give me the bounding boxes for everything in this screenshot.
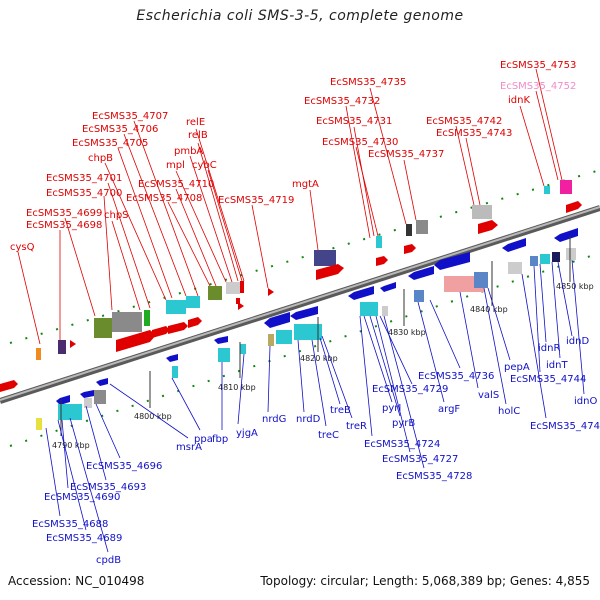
- feature-mgtA: [314, 250, 336, 266]
- label-cpdB: cpdB: [96, 555, 121, 566]
- label-EcSMS35_4699: EcSMS35_4699: [26, 208, 102, 219]
- label-EcSMS35_4689: EcSMS35_4689: [46, 533, 122, 544]
- tick-label-4: 4830 kbp: [388, 328, 426, 337]
- label-cybC: cybC: [192, 160, 217, 171]
- tick-label-1: 4800 kbp: [134, 412, 172, 421]
- label-EcSMS35_4752: EcSMS35_4752: [500, 81, 576, 92]
- label-EcSMS35_4731: EcSMS35_4731: [316, 116, 392, 127]
- reverse-features: [36, 228, 578, 430]
- tick-label-3: 4820 kbp: [300, 354, 338, 363]
- label-idnK: idnK: [508, 95, 530, 106]
- feature-4705: [166, 300, 186, 314]
- label-idnR: idnR: [538, 343, 560, 354]
- label-EcSMS35_4729: EcSMS35_4729: [372, 384, 448, 395]
- label-treC: treC: [318, 430, 339, 441]
- label-idnD: idnD: [566, 336, 589, 347]
- label-pmbA: pmbA: [174, 146, 203, 157]
- feature-chpS: [94, 318, 112, 338]
- feature-4708: [208, 286, 222, 300]
- feature-4698: [58, 340, 66, 354]
- label-EcSMS35_4735: EcSMS35_4735: [330, 77, 406, 88]
- tick-marks: [60, 236, 571, 436]
- label-chpB: chpB: [88, 153, 113, 164]
- label-EcSMS35_4742: EcSMS35_4742: [426, 116, 502, 127]
- label-msrA: msrA: [176, 442, 202, 453]
- label-mgtA: mgtA: [292, 179, 319, 190]
- feature-4700: [112, 312, 142, 332]
- label-yjgA: yjgA: [236, 428, 258, 439]
- label-EcSMS35_4719: EcSMS35_4719: [218, 195, 294, 206]
- label-fbp: fbp: [212, 434, 228, 445]
- label-EcSMS35_4708: EcSMS35_4708: [126, 193, 202, 204]
- tick-label-6: 4850 kbp: [556, 282, 594, 291]
- label-nrdD: nrdD: [296, 414, 321, 425]
- feature-nrdD: [294, 324, 322, 340]
- tick-label-2: 4810 kbp: [218, 383, 256, 392]
- reverse-labels: EcSMS35_4688 EcSMS35_4689 cpdB EcSMS35_4…: [32, 336, 600, 566]
- label-idnT: idnT: [546, 360, 568, 371]
- label-EcSMS35_4737: EcSMS35_4737: [368, 149, 444, 160]
- label-EcSMS35_4706: EcSMS35_4706: [82, 124, 158, 135]
- genome-summary: Topology: circular; Length: 5,068,389 bp…: [260, 574, 590, 588]
- feature-cysQ: [36, 348, 41, 360]
- label-EcSMS35_4730: EcSMS35_4730: [322, 137, 398, 148]
- tick-labels: 4790 kbp 4800 kbp 4810 kbp 4820 kbp 4830…: [52, 282, 594, 450]
- label-pyrB: pyrB: [392, 418, 415, 429]
- label-pyrI: pyrI: [382, 403, 401, 414]
- label-EcSMS35_4727: EcSMS35_4727: [382, 454, 458, 465]
- label-EcSMS35_4701: EcSMS35_4701: [46, 173, 122, 184]
- label-EcSMS35_4744: EcSMS35_4744: [510, 374, 586, 385]
- page-title: Escherichia coli SMS-3-5, complete genom…: [136, 8, 464, 24]
- reverse-leaders: [45, 259, 585, 553]
- label-EcSMS35_4724: EcSMS35_4724: [364, 439, 440, 450]
- label-mpl: mpl: [166, 160, 185, 171]
- label-idnO: idnO: [574, 396, 597, 407]
- label-EcSMS35_4710: EcSMS35_4710: [138, 179, 214, 190]
- label-EcSMS35_4698: EcSMS35_4698: [26, 220, 102, 231]
- feature-4690: [58, 404, 82, 420]
- label-EcSMS35_4690: EcSMS35_4690: [44, 492, 120, 503]
- guide-lines: [9, 169, 600, 447]
- label-chpS: chpS: [104, 210, 129, 221]
- label-holC: holC: [498, 406, 520, 417]
- label-EcSMS35_4696: EcSMS35_4696: [86, 461, 162, 472]
- accession-label: Accession: NC_010498: [8, 574, 145, 588]
- label-pepA: pepA: [504, 362, 530, 373]
- label-treR: treR: [346, 421, 367, 432]
- forward-features: [0, 180, 582, 392]
- label-EcSMS35_4741: EcSMS35_4741: [530, 421, 600, 432]
- backbone: [0, 205, 600, 404]
- label-EcSMS35_4688: EcSMS35_4688: [32, 519, 108, 530]
- label-EcSMS35_4700: EcSMS35_4700: [46, 188, 122, 199]
- label-ppa: ppa: [194, 434, 213, 445]
- label-argF: argF: [438, 404, 460, 415]
- label-relE: relE: [186, 117, 205, 128]
- label-nrdG: nrdG: [262, 414, 286, 425]
- label-EcSMS35_4728: EcSMS35_4728: [396, 471, 472, 482]
- forward-labels: cysQ EcSMS35_4698 EcSMS35_4699 chpS EcSM…: [10, 60, 576, 253]
- label-treB: treB: [330, 405, 351, 416]
- label-EcSMS35_4707: EcSMS35_4707: [92, 111, 168, 122]
- label-valS: valS: [478, 390, 499, 401]
- tick-label-0: 4790 kbp: [52, 441, 90, 450]
- label-cysQ: cysQ: [10, 242, 35, 253]
- label-EcSMS35_4753: EcSMS35_4753: [500, 60, 576, 71]
- label-EcSMS35_4743: EcSMS35_4743: [436, 128, 512, 139]
- tick-label-5: 4840 kbp: [470, 305, 508, 314]
- label-EcSMS35_4705: EcSMS35_4705: [72, 138, 148, 149]
- label-EcSMS35_4693: EcSMS35_4693: [70, 482, 146, 493]
- label-EcSMS35_4736: EcSMS35_4736: [418, 371, 494, 382]
- label-EcSMS35_4732: EcSMS35_4732: [304, 96, 380, 107]
- forward-leaders: [17, 68, 563, 345]
- label-relB: relB: [188, 130, 208, 141]
